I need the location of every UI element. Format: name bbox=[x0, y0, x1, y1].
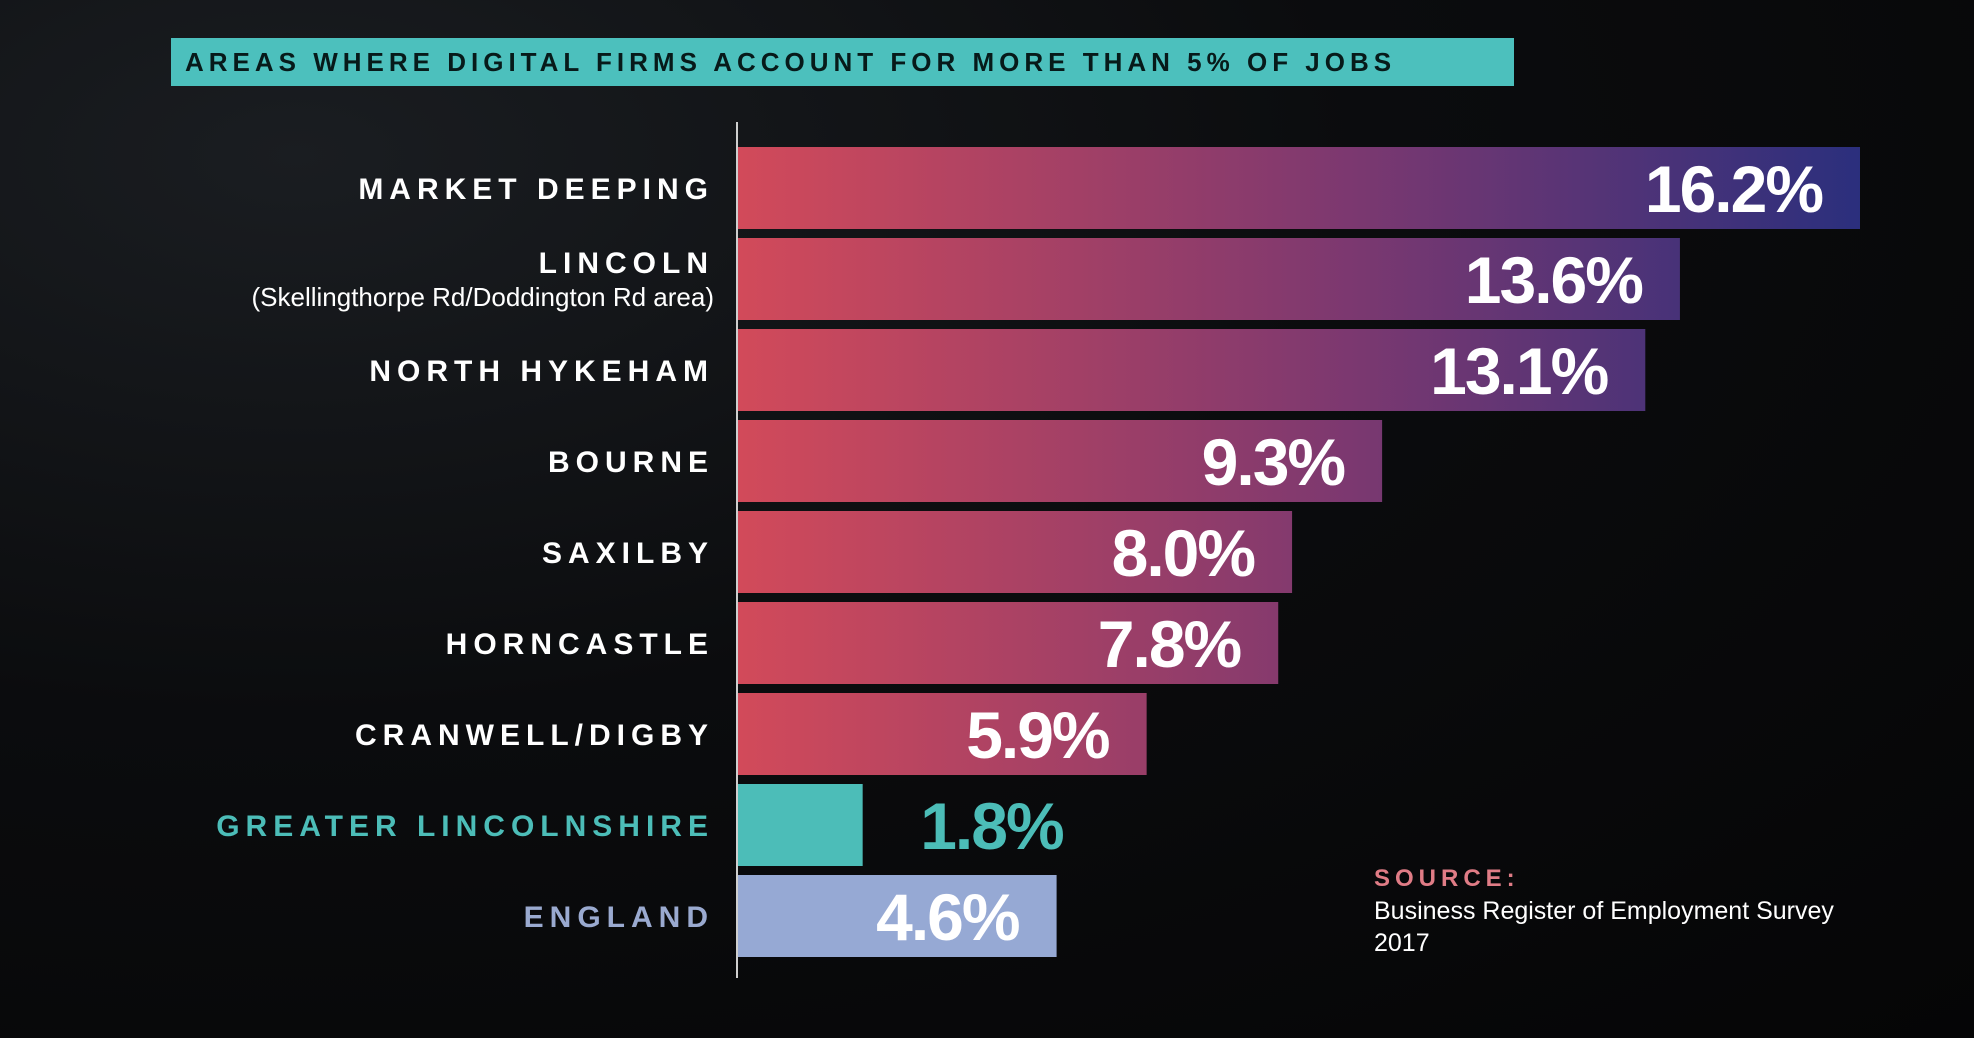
category-label-saxilby: SAXILBY bbox=[542, 537, 714, 570]
bar-greater-lincolnshire bbox=[738, 784, 863, 866]
bar-north-hykeham bbox=[738, 329, 1646, 411]
chart-title-banner: AREAS WHERE DIGITAL FIRMS ACCOUNT FOR MO… bbox=[171, 38, 1514, 86]
value-label-bourne: 9.3% bbox=[1202, 425, 1345, 499]
source-note: SOURCE: Business Register of Employment … bbox=[1374, 863, 1854, 959]
value-label-england: 4.6% bbox=[876, 880, 1019, 954]
bar-cranwell-digby bbox=[738, 693, 1147, 775]
category-label-bourne: BOURNE bbox=[548, 446, 714, 479]
category-label-england: ENGLAND bbox=[524, 901, 714, 934]
value-label-lincoln: 13.6% bbox=[1465, 243, 1642, 317]
category-label-horncastle: HORNCASTLE bbox=[446, 628, 714, 661]
bar-bourne bbox=[738, 420, 1383, 502]
bar-lincoln bbox=[738, 238, 1680, 320]
source-text: Business Register of Employment Survey 2… bbox=[1374, 897, 1834, 957]
chart-title: AREAS WHERE DIGITAL FIRMS ACCOUNT FOR MO… bbox=[185, 46, 1397, 77]
value-label-horncastle: 7.8% bbox=[1098, 607, 1241, 681]
value-label-cranwell-digby: 5.9% bbox=[966, 698, 1109, 772]
category-sublabel-lincoln: (Skellingthorpe Rd/Doddington Rd area) bbox=[252, 282, 715, 312]
bar-saxilby bbox=[738, 511, 1293, 593]
value-label-north-hykeham: 13.1% bbox=[1430, 334, 1607, 408]
category-label-lincoln: LINCOLN bbox=[539, 247, 714, 280]
source-label: SOURCE: bbox=[1374, 865, 1520, 892]
category-label-north-hykeham: NORTH HYKEHAM bbox=[369, 355, 714, 388]
bar-market-deeping bbox=[738, 147, 1860, 229]
bar-horncastle bbox=[738, 602, 1279, 684]
value-label-greater-lincolnshire: 1.8% bbox=[920, 789, 1063, 863]
category-label-cranwell-digby: CRANWELL/DIGBY bbox=[355, 719, 714, 752]
value-label-saxilby: 8.0% bbox=[1112, 516, 1255, 590]
category-label-greater-lincolnshire: GREATER LINCOLNSHIRE bbox=[216, 810, 714, 843]
value-label-market-deeping: 16.2% bbox=[1645, 152, 1822, 226]
bar-england bbox=[738, 875, 1057, 957]
category-label-market-deeping: MARKET DEEPING bbox=[358, 173, 714, 206]
